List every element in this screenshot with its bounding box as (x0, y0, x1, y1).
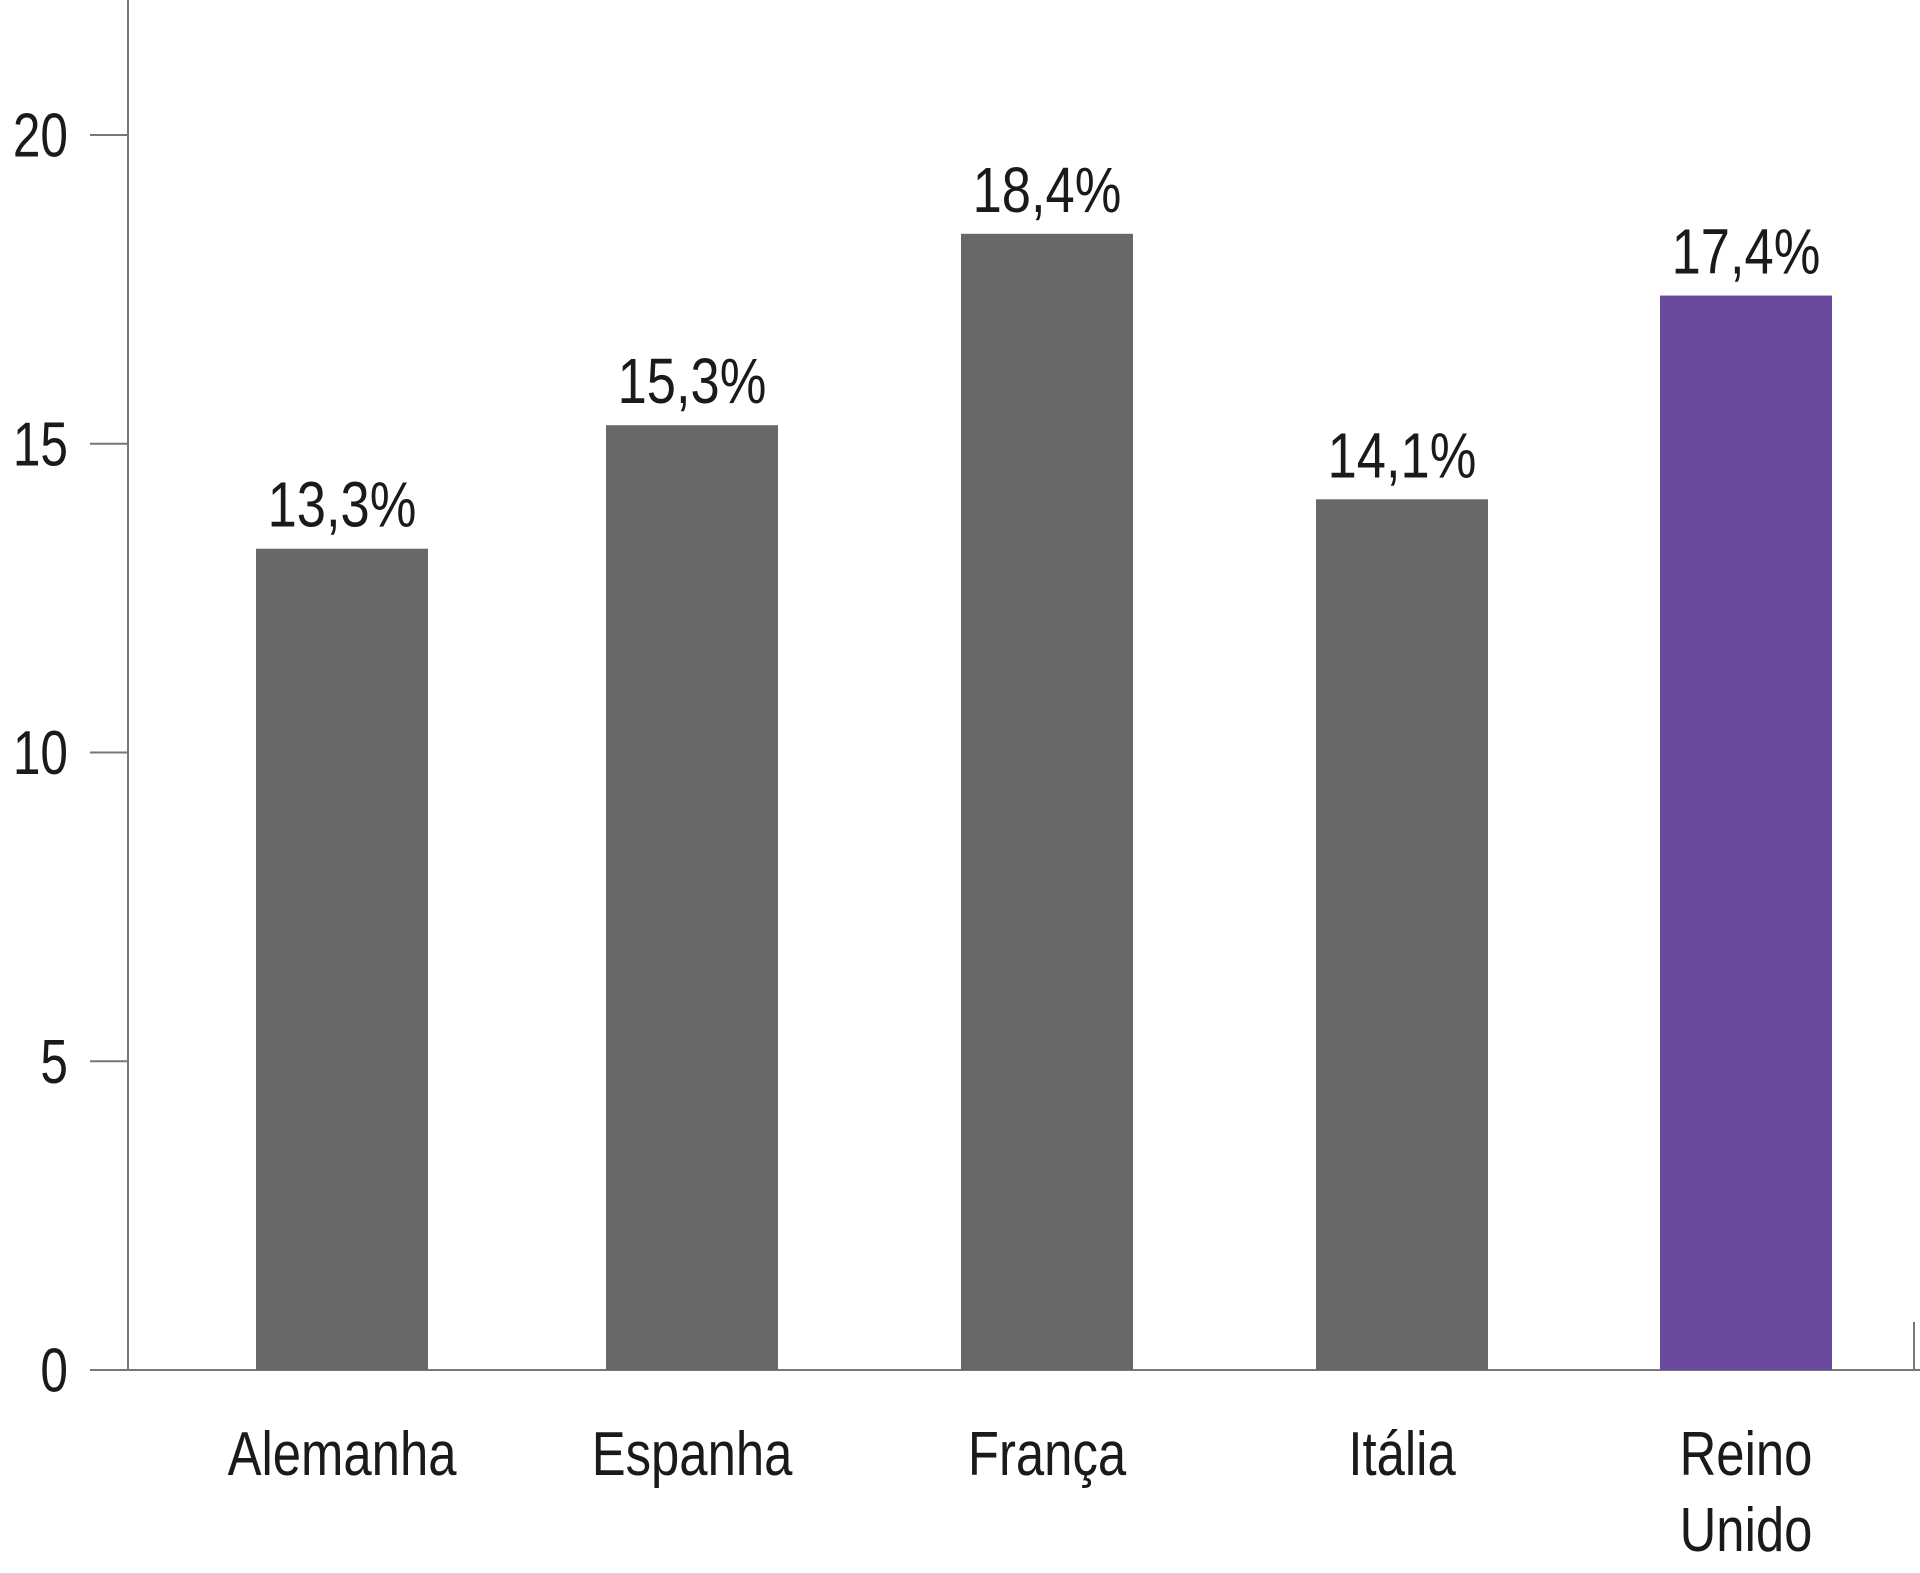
y-tick-label: 10 (13, 718, 68, 788)
y-tick-label: 5 (40, 1026, 68, 1096)
data-label: 17,4% (1672, 217, 1821, 288)
data-label: 15,3% (618, 346, 767, 417)
bar (1660, 295, 1832, 1370)
x-tick-label: Alemanha (228, 1420, 457, 1489)
y-tick-label: 0 (40, 1335, 68, 1405)
category-labels: Alemanha Espanha França Itália Reino Unido (228, 1420, 1813, 1565)
y-tick-label: 15 (13, 409, 68, 479)
y-axis-ticks: 0 5 10 15 20 (13, 100, 128, 1405)
x-tick-label: Itália (1348, 1420, 1456, 1489)
x-tick-label: França (968, 1420, 1127, 1489)
bar (606, 425, 778, 1371)
bars (256, 233, 1832, 1371)
y-tick-label: 20 (13, 100, 68, 170)
bar (1316, 499, 1488, 1370)
x-tick-label: Espanha (592, 1420, 793, 1489)
data-label: 14,1% (1328, 420, 1477, 491)
x-tick-label: Reino Unido (1680, 1420, 1813, 1565)
bar (256, 548, 428, 1370)
data-label: 18,4% (973, 155, 1122, 226)
bar (961, 233, 1133, 1370)
data-label: 13,3% (268, 470, 417, 541)
value-labels: 13,3% 15,3% 18,4% 14,1% 17,4% (268, 155, 1821, 541)
